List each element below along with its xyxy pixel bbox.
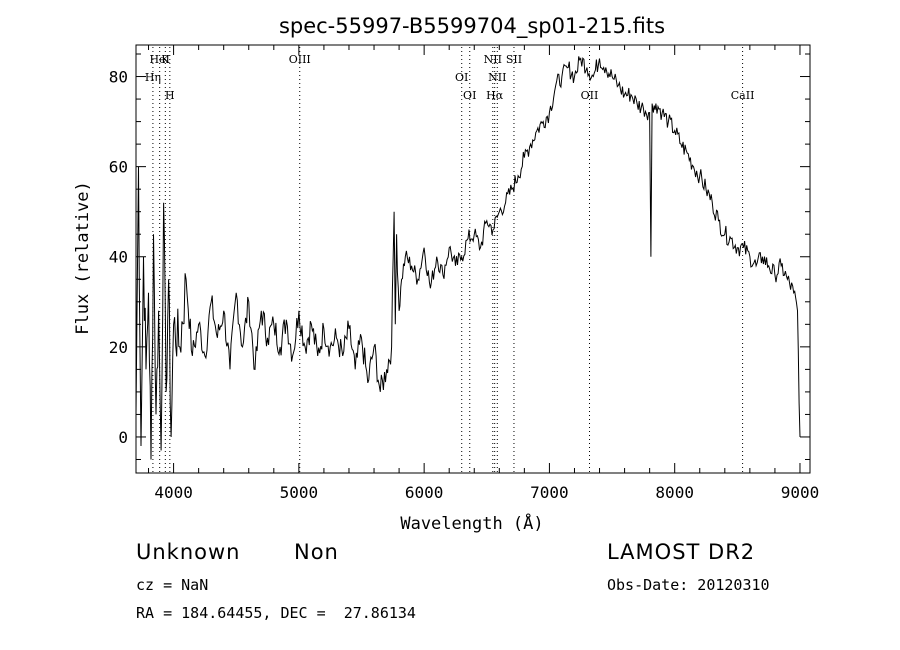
chart-title: spec-55997-B5599704_sp01-215.fits (279, 14, 665, 39)
class-label: Unknown (136, 540, 241, 564)
spectrum-series (135, 56, 801, 460)
x-tick-label: 4000 (154, 483, 193, 502)
survey-label: LAMOST DR2 (607, 540, 756, 564)
line-marker-label: NII (488, 71, 506, 84)
line-marker-label: OI (455, 71, 468, 84)
y-tick-label: 40 (109, 248, 128, 267)
line-marker-label: H (165, 89, 175, 102)
line-marker-label: SII (506, 53, 522, 66)
x-tick-label: 6000 (405, 483, 444, 502)
line-marker-label: Hα (486, 89, 504, 102)
x-axis-label: Wavelength (Å) (400, 512, 543, 534)
obs-date: Obs-Date: 20120310 (607, 576, 770, 594)
line-marker-label: HeI (149, 53, 169, 66)
y-tick-label: 0 (118, 428, 128, 447)
plot-border (135, 44, 811, 474)
spectrum-line (135, 56, 801, 460)
subclass-label: Non (294, 540, 339, 564)
plot-frame (135, 44, 811, 474)
x-tick-label: 5000 (280, 483, 319, 502)
axes: 4000 5000 6000 7000 8000 9000 0 20 40 60 80 (109, 45, 820, 502)
line-marker-label: OI (463, 89, 476, 102)
line-marker-label: OII (581, 89, 599, 102)
y-tick-label: 20 (109, 338, 128, 357)
y-tick-label: 60 (109, 158, 128, 177)
spectral-line-markers: HeI Hη H K OIII OI OI NII NII Hα SII OII CaII (145, 47, 755, 473)
cz-value: cz = NaN (136, 576, 209, 594)
line-marker-label: NII (484, 53, 502, 66)
y-axis-label: Flux (relative) (73, 181, 93, 335)
line-marker-label: OIII (289, 53, 311, 66)
line-marker-label: CaII (731, 89, 755, 102)
x-tick-label: 7000 (530, 483, 569, 502)
line-marker-label: K (161, 53, 170, 66)
x-tick-label: 8000 (655, 483, 694, 502)
y-tick-label: 80 (109, 68, 128, 87)
line-marker-label: Hη (145, 71, 161, 84)
x-tick-label: 9000 (781, 483, 820, 502)
coordinates: RA = 184.64455, DEC = 27.86134 (136, 604, 416, 622)
